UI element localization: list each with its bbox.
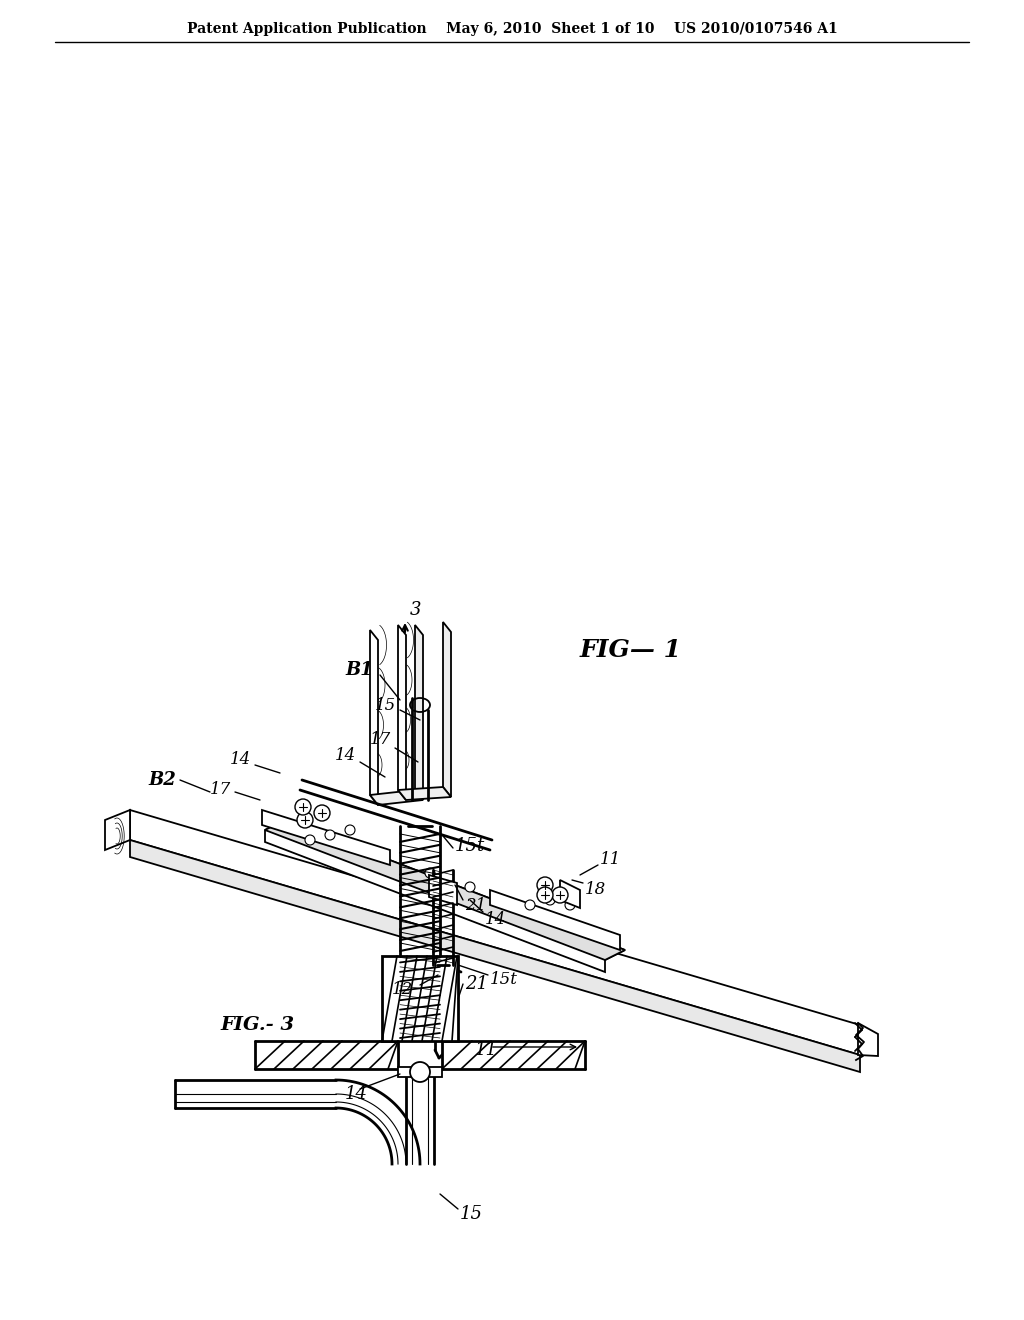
Circle shape bbox=[297, 812, 313, 828]
Polygon shape bbox=[443, 622, 451, 797]
Circle shape bbox=[345, 825, 355, 836]
Polygon shape bbox=[265, 820, 625, 972]
Text: 17: 17 bbox=[210, 781, 231, 799]
Polygon shape bbox=[429, 875, 457, 906]
Text: 12: 12 bbox=[392, 982, 413, 998]
Circle shape bbox=[425, 869, 435, 878]
Polygon shape bbox=[130, 810, 860, 1055]
Text: 15: 15 bbox=[460, 1205, 483, 1224]
Polygon shape bbox=[370, 630, 378, 805]
Polygon shape bbox=[858, 1023, 878, 1056]
Polygon shape bbox=[105, 810, 130, 850]
Polygon shape bbox=[490, 890, 620, 950]
Polygon shape bbox=[398, 624, 406, 800]
Text: 14: 14 bbox=[485, 912, 506, 928]
Polygon shape bbox=[130, 840, 860, 1072]
Polygon shape bbox=[262, 810, 390, 865]
Circle shape bbox=[537, 876, 553, 894]
Circle shape bbox=[537, 887, 553, 903]
Text: 3: 3 bbox=[410, 601, 422, 619]
Text: 17: 17 bbox=[370, 731, 391, 748]
Circle shape bbox=[525, 900, 535, 909]
Circle shape bbox=[325, 830, 335, 840]
Text: 15: 15 bbox=[375, 697, 396, 714]
Text: 21: 21 bbox=[465, 896, 486, 913]
Circle shape bbox=[314, 805, 330, 821]
Circle shape bbox=[410, 1063, 430, 1082]
Circle shape bbox=[552, 887, 568, 903]
Text: FIG— 1: FIG— 1 bbox=[580, 638, 682, 663]
Polygon shape bbox=[382, 956, 458, 1041]
Text: 21: 21 bbox=[465, 975, 488, 993]
Text: Patent Application Publication    May 6, 2010  Sheet 1 of 10    US 2010/0107546 : Patent Application Publication May 6, 20… bbox=[186, 22, 838, 36]
Circle shape bbox=[465, 882, 475, 892]
Text: 14: 14 bbox=[345, 1085, 368, 1104]
Polygon shape bbox=[265, 820, 625, 960]
Text: 11: 11 bbox=[600, 851, 622, 869]
Text: 15t: 15t bbox=[490, 972, 518, 989]
Polygon shape bbox=[398, 1067, 442, 1077]
Polygon shape bbox=[398, 787, 451, 800]
Circle shape bbox=[305, 836, 315, 845]
Text: FIG.- 3: FIG.- 3 bbox=[220, 1016, 294, 1034]
Text: 18: 18 bbox=[585, 882, 606, 899]
Text: B1: B1 bbox=[345, 661, 373, 678]
Polygon shape bbox=[370, 789, 423, 805]
Circle shape bbox=[565, 900, 575, 909]
Text: B2: B2 bbox=[148, 771, 176, 789]
Polygon shape bbox=[415, 624, 423, 800]
Text: 14: 14 bbox=[230, 751, 251, 768]
Circle shape bbox=[545, 895, 555, 906]
Text: 11: 11 bbox=[475, 1041, 498, 1059]
Polygon shape bbox=[560, 880, 580, 908]
Circle shape bbox=[295, 799, 311, 814]
Text: 14: 14 bbox=[335, 747, 356, 763]
Text: 15t: 15t bbox=[455, 837, 485, 855]
